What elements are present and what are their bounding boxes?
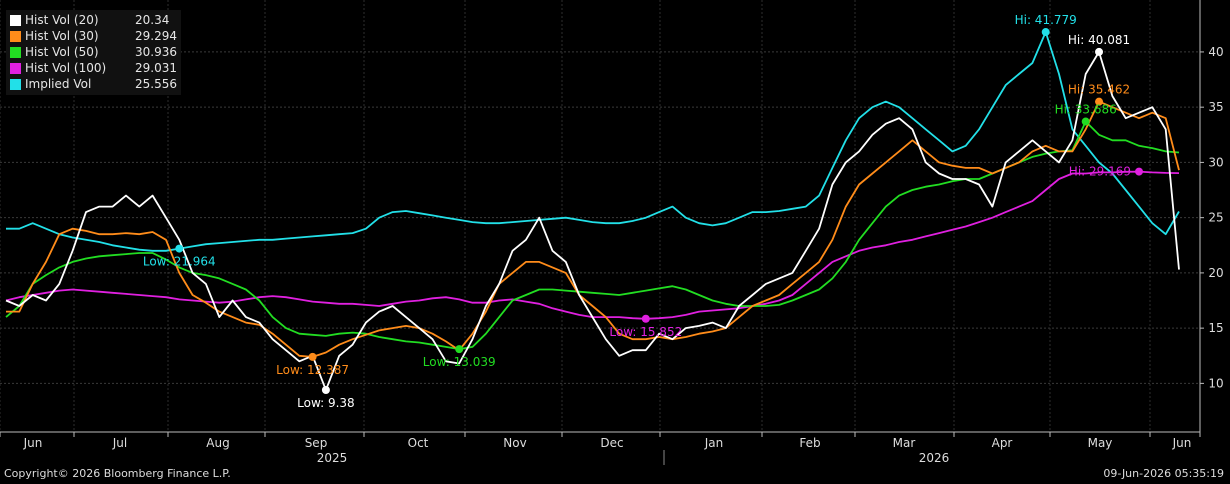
legend-series-name: Hist Vol (30) (25, 29, 99, 43)
y-tick-label: 35 (1208, 100, 1223, 114)
y-tick-label: 25 (1208, 211, 1223, 225)
annotation-marker (1095, 47, 1104, 56)
x-tick-label: Nov (503, 436, 526, 450)
legend-series-value: 29.294 (135, 29, 177, 43)
legend-swatch (10, 14, 21, 26)
legend-series-name: Implied Vol (25, 77, 92, 91)
legend-entry: Hist Vol (50) 30.936 (10, 44, 177, 60)
y-tick-label: 40 (1208, 45, 1223, 59)
annotation-marker (321, 386, 330, 395)
legend-entry: Implied Vol 25.556 (10, 76, 177, 92)
x-tick-label: May (1088, 436, 1113, 450)
series-line-implied-vol (6, 31, 1180, 252)
annotation-label: Low: 13.039 (423, 355, 496, 369)
timestamp-text: 09-Jun-2026 05:35:19 (1103, 467, 1224, 480)
legend-series-value: 29.031 (135, 61, 177, 75)
series-line-hist-vol-30- (6, 100, 1180, 358)
x-tick-label: Sep (305, 436, 328, 450)
y-tick-label: 30 (1208, 155, 1223, 169)
year-label: 2025 (317, 451, 348, 465)
x-tick-label: Jul (112, 436, 127, 450)
year-label: 2026 (919, 451, 950, 465)
legend-series-name: Hist Vol (50) (25, 45, 99, 59)
x-tick-label: Aug (206, 436, 229, 450)
legend-swatch (10, 46, 21, 58)
legend-series-name: Hist Vol (100) (25, 61, 107, 75)
x-tick-label: Jan (704, 436, 724, 450)
legend-swatch (10, 30, 21, 42)
legend-swatch (10, 78, 21, 90)
annotation-marker (1041, 28, 1050, 37)
annotation-marker (455, 345, 464, 354)
annotation-label: Low: 15.852 (609, 325, 682, 339)
legend-entry: Hist Vol (100) 29.031 (10, 60, 177, 76)
annotation-marker (641, 314, 650, 323)
legend: Hist Vol (20) 20.34 Hist Vol (30) 29.294 His… (6, 10, 181, 95)
annotation-label: Hi: 33.686 (1055, 103, 1117, 117)
legend-series-value: 25.556 (135, 77, 177, 91)
x-tick-label: Jun (23, 436, 43, 450)
annotation-label: Hi: 41.779 (1015, 13, 1077, 27)
annotation-label: Hi: 40.081 (1068, 33, 1130, 47)
legend-entry: Hist Vol (20) 20.34 (10, 12, 177, 28)
annotation-marker (308, 352, 317, 361)
x-tick-label: Dec (600, 436, 623, 450)
grid-lines (0, 0, 1201, 432)
y-tick-label: 20 (1208, 266, 1223, 280)
copyright-text: Copyright© 2026 Bloomberg Finance L.P. (4, 467, 231, 480)
legend-series-name: Hist Vol (20) (25, 13, 99, 27)
x-tick-label: Mar (893, 436, 916, 450)
annotation-marker (1135, 167, 1144, 176)
x-tick-label: Oct (408, 436, 429, 450)
y-tick-label: 15 (1208, 321, 1223, 335)
annotations: Low: 21.964 Low: 12.387 Low: 9.38 Low: 13.0… (143, 13, 1144, 410)
annotation-marker (175, 244, 184, 253)
legend-entry: Hist Vol (30) 29.294 (10, 28, 177, 44)
annotation-marker (1081, 117, 1090, 126)
x-tick-label: Apr (992, 436, 1013, 450)
annotation-label: Hi: 35.462 (1068, 83, 1130, 97)
annotation-marker (1095, 97, 1104, 106)
y-tick-label: 10 (1208, 376, 1223, 390)
series-line-hist-vol-50- (5, 120, 1180, 350)
legend-swatch (10, 62, 21, 74)
annotation-label: Hi: 29.169 (1069, 165, 1131, 179)
annotation-label: Low: 9.38 (297, 396, 355, 410)
legend-series-value: 20.34 (135, 13, 170, 27)
annotation-label: Low: 21.964 (143, 255, 216, 269)
legend-series-value: 30.936 (135, 45, 177, 59)
series-line-hist-vol-20- (5, 51, 1180, 391)
x-tick-label: Feb (799, 436, 820, 450)
x-tick-label: Jun (1172, 436, 1192, 450)
series-lines (5, 31, 1180, 391)
annotation-label: Low: 12.387 (276, 363, 349, 377)
